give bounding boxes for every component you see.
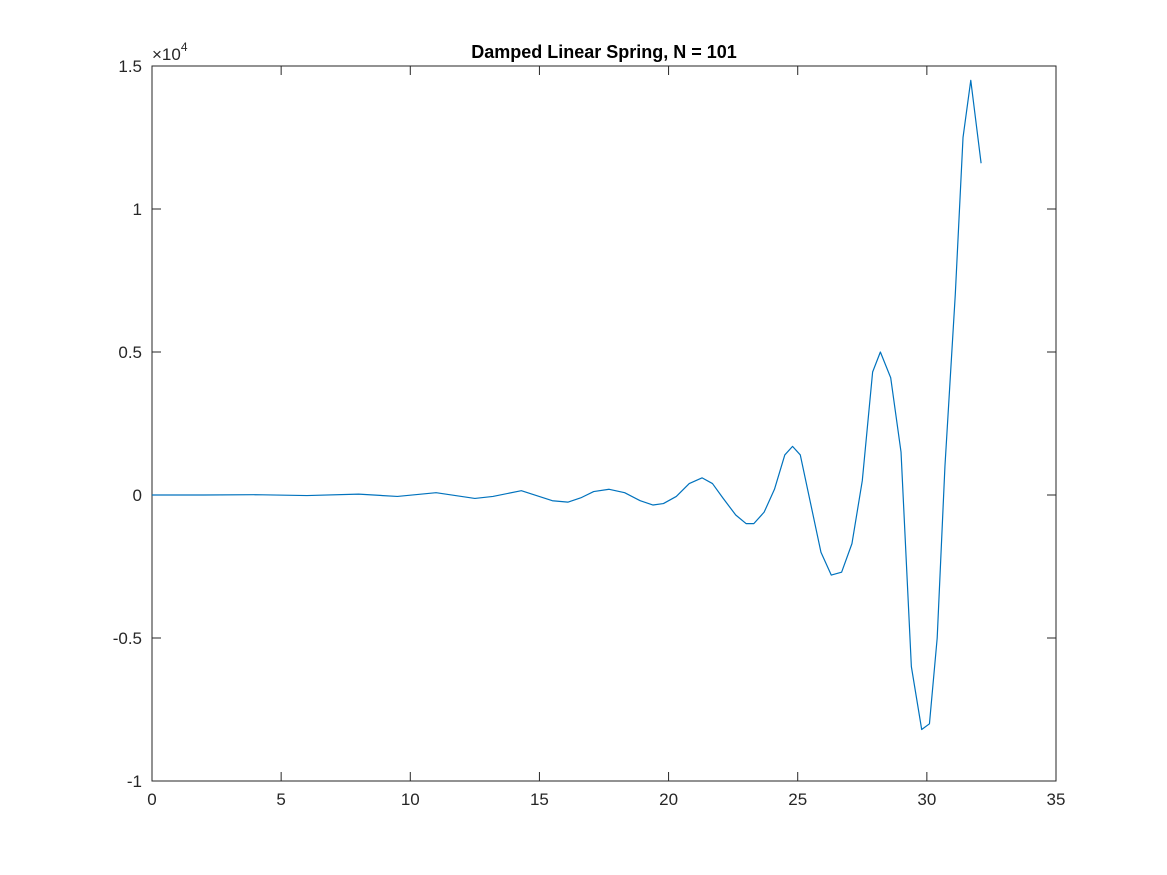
x-tick-label: 10 — [401, 790, 420, 809]
x-tick-label: 25 — [788, 790, 807, 809]
x-axis-ticks: 0 5 10 15 20 25 30 35 — [147, 66, 1065, 809]
series-line — [152, 79, 982, 731]
x-tick-label: 35 — [1047, 790, 1066, 809]
x-tick-label: 0 — [147, 790, 156, 809]
y-tick-label: 0 — [133, 486, 142, 505]
plot-area — [151, 65, 1057, 782]
y-exponent-power: 4 — [181, 40, 188, 54]
x-tick-label: 30 — [917, 790, 936, 809]
y-exponent-base: ×10 — [152, 45, 181, 64]
y-axis-ticks: -1 -0.5 0 0.5 1 1.5 — [113, 57, 1056, 791]
x-tick-label: 20 — [659, 790, 678, 809]
x-tick-label: 5 — [276, 790, 285, 809]
y-tick-label: 1.5 — [118, 57, 142, 76]
chart-title: Damped Linear Spring, N = 101 — [471, 42, 737, 62]
y-tick-label: 0.5 — [118, 343, 142, 362]
series-layer — [152, 79, 982, 731]
y-tick-label: -0.5 — [113, 629, 142, 648]
x-tick-label: 15 — [530, 790, 549, 809]
y-tick-label: 1 — [133, 200, 142, 219]
y-axis-exponent: ×104 — [152, 40, 188, 64]
y-tick-label: -1 — [127, 772, 142, 791]
